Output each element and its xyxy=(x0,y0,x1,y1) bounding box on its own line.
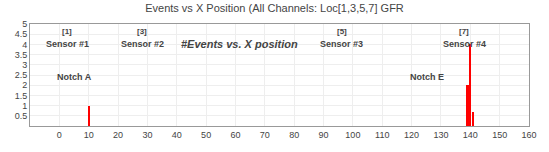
svg-text:0.5: 0.5 xyxy=(15,111,28,121)
svg-text:50: 50 xyxy=(201,130,211,140)
svg-text:120: 120 xyxy=(404,130,419,140)
svg-text:10: 10 xyxy=(84,130,94,140)
svg-text:110: 110 xyxy=(375,130,389,140)
svg-text:3: 3 xyxy=(22,60,27,70)
svg-text:160: 160 xyxy=(521,130,536,140)
svg-text:3.5: 3.5 xyxy=(15,50,28,60)
svg-text:#Events vs. X position: #Events vs. X position xyxy=(181,38,298,50)
svg-text:[5]: [5] xyxy=(337,27,347,36)
svg-text:140: 140 xyxy=(463,130,478,140)
svg-text:30: 30 xyxy=(142,130,152,140)
svg-text:[3]: [3] xyxy=(137,27,147,36)
svg-text:150: 150 xyxy=(492,130,507,140)
svg-text:Sensor #2: Sensor #2 xyxy=(121,39,164,49)
svg-text:Events vs X Position (All Chan: Events vs X Position (All Channels: Loc[… xyxy=(145,2,404,14)
svg-text:1.5: 1.5 xyxy=(15,91,28,101)
svg-text:100: 100 xyxy=(345,130,360,140)
svg-text:Sensor #1: Sensor #1 xyxy=(46,39,89,49)
svg-text:130: 130 xyxy=(433,130,448,140)
svg-text:0: 0 xyxy=(57,130,62,140)
svg-text:60: 60 xyxy=(230,130,240,140)
svg-text:40: 40 xyxy=(172,130,182,140)
svg-text:Notch E: Notch E xyxy=(410,72,444,82)
svg-text:Sensor #4: Sensor #4 xyxy=(443,39,486,49)
svg-text:1: 1 xyxy=(22,101,27,111)
svg-text:Notch A: Notch A xyxy=(57,72,92,82)
svg-text:2: 2 xyxy=(22,80,27,90)
svg-text:4.5: 4.5 xyxy=(15,29,28,39)
svg-text:90: 90 xyxy=(319,130,329,140)
svg-text:5: 5 xyxy=(22,19,27,29)
svg-text:20: 20 xyxy=(113,130,123,140)
svg-text:[1]: [1] xyxy=(62,27,72,36)
svg-text:[7]: [7] xyxy=(459,27,469,36)
svg-text:Sensor #3: Sensor #3 xyxy=(320,39,363,49)
svg-text:4: 4 xyxy=(22,40,27,50)
svg-text:80: 80 xyxy=(289,130,299,140)
svg-text:2.5: 2.5 xyxy=(15,70,28,80)
svg-text:70: 70 xyxy=(260,130,270,140)
